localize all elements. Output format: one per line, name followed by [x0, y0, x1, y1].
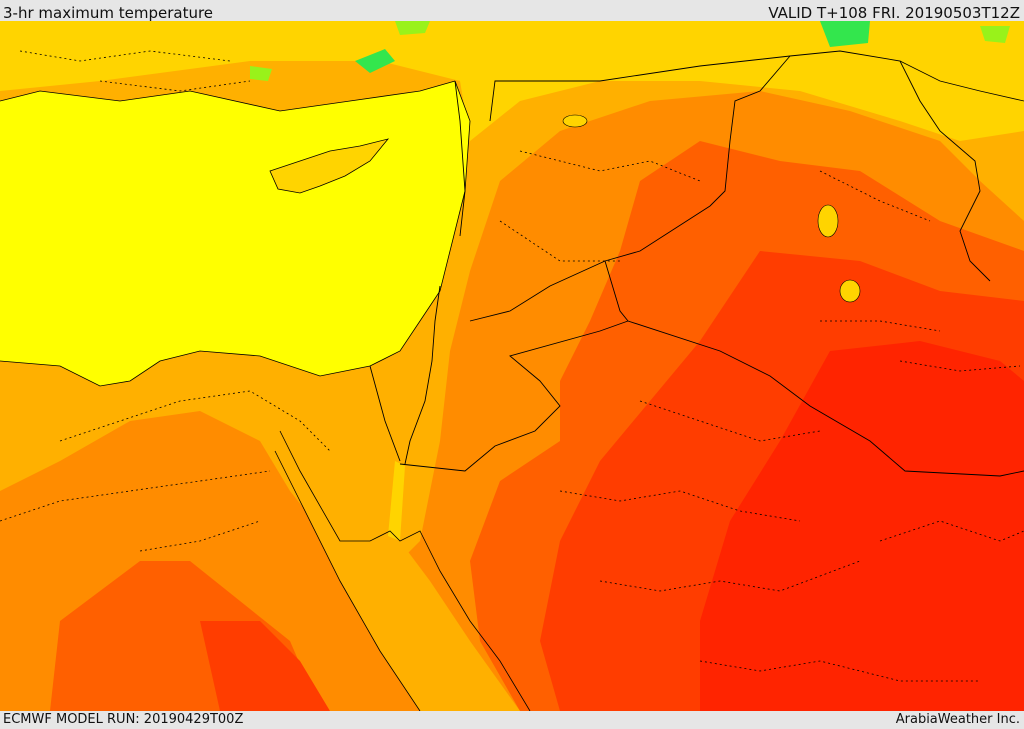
cool-patch-4 — [820, 21, 870, 47]
gulf-of-aqaba — [388, 461, 405, 541]
temp-zone-red — [700, 341, 1024, 711]
coastlines — [0, 60, 1024, 711]
cool-patch-2 — [355, 49, 395, 73]
country-borders — [369, 50, 1024, 477]
red-sea — [275, 431, 520, 711]
temperature-map — [0, 21, 1024, 711]
map-title: 3-hr maximum temperature — [3, 4, 214, 22]
map-footer: ECMWF MODEL RUN: 20190429T00Z ArabiaWeat… — [0, 711, 1024, 729]
cool-patch-5 — [980, 26, 1010, 43]
cool-patch-1 — [395, 21, 430, 35]
cool-patch-3 — [250, 66, 272, 81]
lake-razazza — [839, 279, 861, 303]
temp-zone-southwest-red — [200, 621, 330, 711]
valid-time-label: VALID T+108 FRI. 20190503T12Z — [768, 4, 1020, 22]
lake-tharthar — [817, 204, 839, 238]
province-borders — [0, 50, 1024, 682]
lake-assad — [562, 114, 588, 128]
model-run-label: ECMWF MODEL RUN: 20190429T00Z — [3, 712, 244, 727]
credit-label: ArabiaWeather Inc. — [895, 712, 1020, 727]
cyprus — [269, 138, 390, 194]
map-header: 3-hr maximum temperature VALID T+108 FRI… — [0, 4, 1024, 22]
mediterranean-sea — [0, 81, 470, 386]
